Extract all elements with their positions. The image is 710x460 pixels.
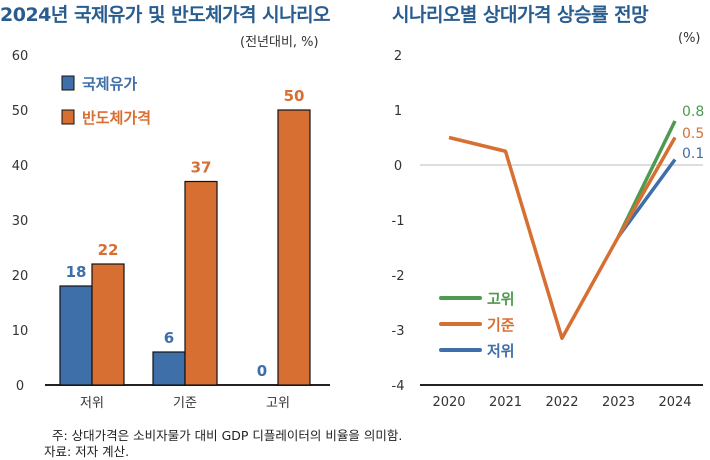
bar-국제유가 <box>59 285 93 386</box>
legend-swatch <box>61 75 75 91</box>
legend-label: 기준 <box>487 316 515 334</box>
y-tick-label: 60 <box>12 49 29 64</box>
end-label: 0.1 <box>682 146 704 162</box>
data-label: 37 <box>191 159 212 177</box>
x-tick-label: 2020 <box>432 395 465 410</box>
source-note: 자료: 저자 계산. <box>44 444 130 459</box>
bar-반도체가격 <box>277 109 311 386</box>
y-tick-label: 0 <box>394 159 402 174</box>
y-tick-label: -1 <box>392 214 405 229</box>
legend-label: 반도체가격 <box>82 109 151 127</box>
left-chart-unit: (전년대비, %) <box>240 35 319 50</box>
x-tick-label: 2022 <box>545 395 578 410</box>
right-chart-unit: (%) <box>678 31 701 46</box>
y-tick-label: -2 <box>392 269 405 284</box>
y-tick-label: 1 <box>394 104 402 119</box>
y-tick-label: -3 <box>392 324 405 339</box>
y-tick-label: 30 <box>12 214 29 229</box>
y-tick-label: -4 <box>392 379 405 394</box>
y-tick-label: 50 <box>12 104 29 119</box>
left-chart-title: 2024년 국제유가 및 반도체가격 시나리오 <box>0 4 331 26</box>
data-label: 18 <box>66 263 87 281</box>
x-tick-label: 고위 <box>266 396 290 411</box>
end-label: 0.8 <box>682 104 704 120</box>
data-label: 0 <box>257 362 267 380</box>
x-tick-label: 저위 <box>80 396 104 411</box>
legend-label: 국제유가 <box>82 75 137 93</box>
y-tick-label: 2 <box>394 49 402 64</box>
x-tick-label: 기준 <box>173 396 197 411</box>
bar-반도체가격 <box>184 180 218 386</box>
y-tick-label: 10 <box>12 324 29 339</box>
line-기준 <box>448 135 677 340</box>
end-label: 0.5 <box>682 126 704 142</box>
y-tick-label: 0 <box>16 379 24 394</box>
bar-반도체가격 <box>91 263 125 386</box>
line-저위 <box>617 158 677 238</box>
bar-국제유가 <box>152 351 186 386</box>
data-label: 50 <box>284 87 305 105</box>
legend-swatch <box>61 109 75 125</box>
data-label: 6 <box>164 329 174 347</box>
legend-label: 고위 <box>487 290 515 308</box>
right-chart-title: 시나리오별 상대가격 상승률 전망 <box>392 4 649 26</box>
data-label: 22 <box>98 241 119 259</box>
y-tick-label: 40 <box>12 159 29 174</box>
y-tick-label: 20 <box>12 269 29 284</box>
x-tick-label: 2023 <box>602 395 635 410</box>
legend-label: 저위 <box>487 342 515 360</box>
x-tick-label: 2021 <box>489 395 522 410</box>
footnote: 주: 상대가격은 소비자물가 대비 GDP 디플레이터의 비율을 의미함. <box>52 428 403 443</box>
x-tick-label: 2024 <box>658 395 691 410</box>
